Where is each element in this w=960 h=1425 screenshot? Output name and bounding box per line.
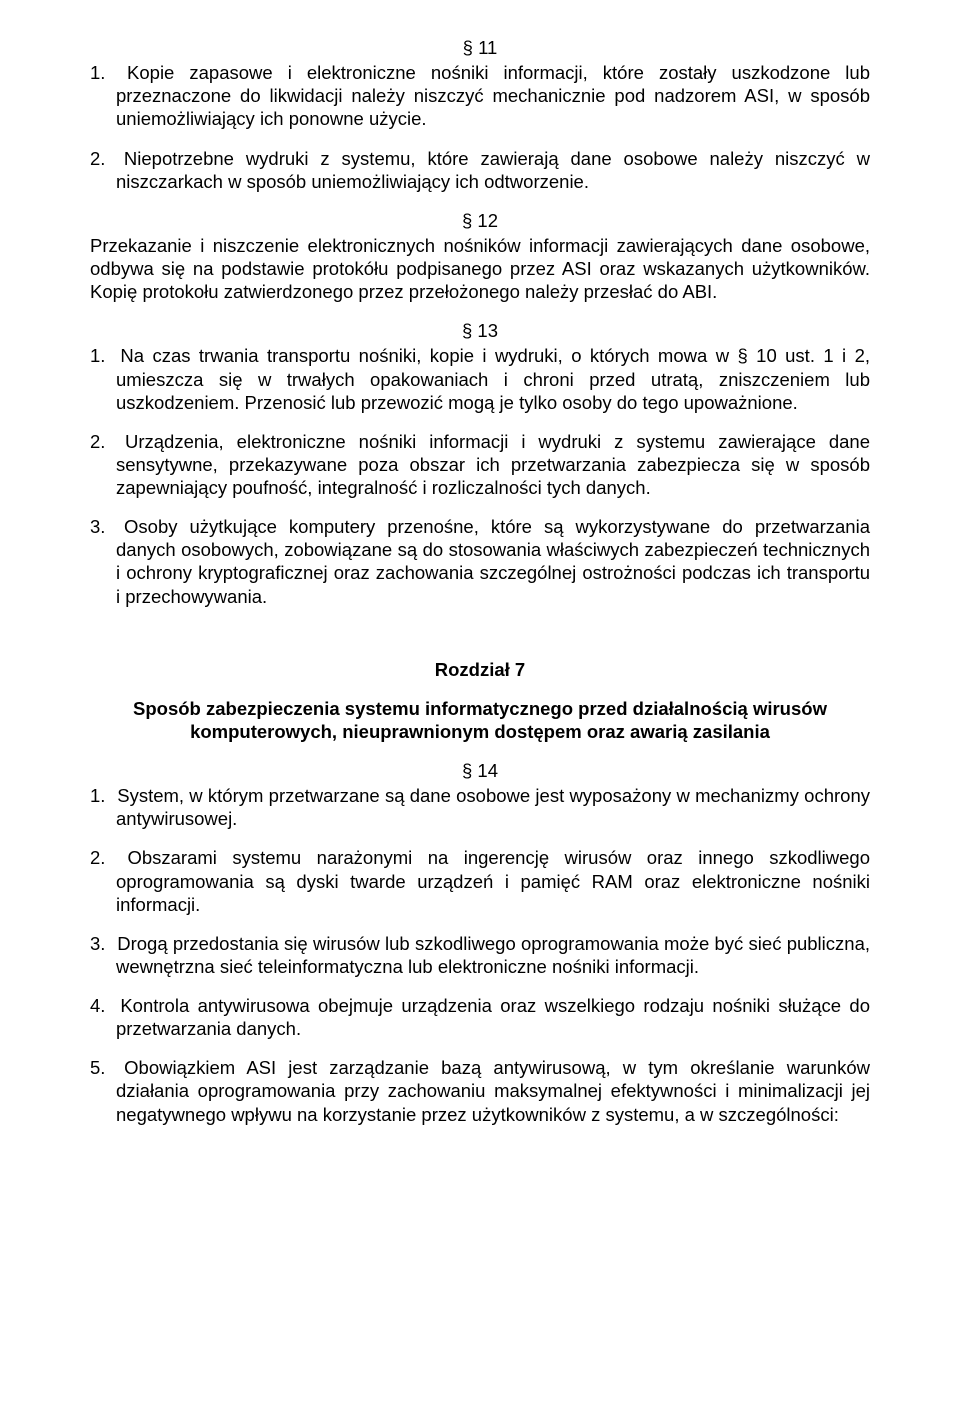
list-item-text: Drogą przedostania się wirusów lub szkod… — [116, 933, 870, 977]
list-item-text: Osoby użytkujące komputery przenośne, kt… — [116, 516, 870, 606]
section-12-text: Przekazanie i niszczenie elektronicznych… — [90, 234, 870, 303]
section-11-item-1: 1. Kopie zapasowe i elektroniczne nośnik… — [90, 61, 870, 130]
section-14-item-5: 5. Obowiązkiem ASI jest zarządzanie bazą… — [90, 1056, 870, 1125]
section-13-list: 1. Na czas trwania transportu nośniki, k… — [90, 344, 870, 607]
section-14-item-2: 2. Obszarami systemu narażonymi na inger… — [90, 846, 870, 915]
section-13-item-1: 1. Na czas trwania transportu nośniki, k… — [90, 344, 870, 413]
section-14-item-4: 4. Kontrola antywirusowa obejmuje urządz… — [90, 994, 870, 1040]
list-item-text: System, w którym przetwarzane są dane os… — [116, 785, 870, 829]
list-item-text: Niepotrzebne wydruki z systemu, które za… — [116, 148, 870, 192]
section-14-item-3: 3. Drogą przedostania się wirusów lub sz… — [90, 932, 870, 978]
list-item-text: Kontrola antywirusowa obejmuje urządzeni… — [116, 995, 870, 1039]
section-11-number: § 11 — [90, 36, 870, 59]
section-14-item-1: 1. System, w którym przetwarzane są dane… — [90, 784, 870, 830]
section-13-item-3: 3. Osoby użytkujące komputery przenośne,… — [90, 515, 870, 608]
section-14-list: 1. System, w którym przetwarzane są dane… — [90, 784, 870, 1126]
section-13-item-2: 2. Urządzenia, elektroniczne nośniki inf… — [90, 430, 870, 499]
list-item-text: Kopie zapasowe i elektroniczne nośniki i… — [116, 62, 870, 129]
section-11-list: 1. Kopie zapasowe i elektroniczne nośnik… — [90, 61, 870, 193]
list-item-text: Na czas trwania transportu nośniki, kopi… — [116, 345, 870, 412]
list-item-text: Obowiązkiem ASI jest zarządzanie bazą an… — [116, 1057, 870, 1124]
chapter-7-label: Rozdział 7 — [90, 658, 870, 681]
list-item-text: Urządzenia, elektroniczne nośniki inform… — [116, 431, 870, 498]
chapter-7-title: Sposób zabezpieczenia systemu informatyc… — [90, 697, 870, 743]
section-13-number: § 13 — [90, 319, 870, 342]
section-12-number: § 12 — [90, 209, 870, 232]
section-14-number: § 14 — [90, 759, 870, 782]
list-item-text: Obszarami systemu narażonymi na ingerenc… — [116, 847, 870, 914]
section-11-item-2: 2. Niepotrzebne wydruki z systemu, które… — [90, 147, 870, 193]
